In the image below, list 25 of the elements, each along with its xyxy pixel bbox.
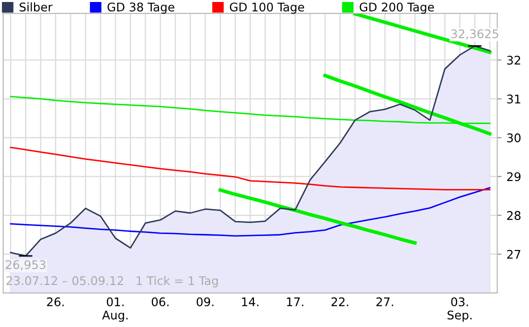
y-tick-label: 31 bbox=[507, 94, 520, 104]
legend-label: GD 100 Tage bbox=[230, 2, 304, 14]
x-tick-label: 14. bbox=[242, 298, 258, 306]
annotation: 32,3625 bbox=[451, 29, 498, 40]
x-tick-label: 26. bbox=[47, 297, 64, 306]
x-tick-label: 01. Aug. bbox=[102, 297, 128, 322]
x-tick-label: 27. bbox=[376, 297, 394, 306]
x-tick-label: 03. Sep. bbox=[448, 297, 472, 322]
line-series bbox=[218, 188, 417, 245]
legend-label: GD 38 Tage bbox=[108, 2, 174, 14]
y-tick-label: 28 bbox=[507, 211, 520, 220]
legend-label: Silber bbox=[20, 2, 53, 12]
y-tick-label: 27 bbox=[507, 250, 520, 259]
y-tick-label: 30 bbox=[507, 133, 521, 142]
y-tick-label: 32 bbox=[507, 56, 520, 65]
annotation: 26,953 bbox=[6, 260, 46, 270]
line-series bbox=[10, 187, 490, 237]
line-series bbox=[10, 146, 490, 190]
legend-label: GD 200 Tage bbox=[360, 2, 434, 14]
x-tick-label: 17. bbox=[287, 298, 304, 306]
x-tick-label: 06. bbox=[152, 297, 168, 306]
x-tick-label: 09. bbox=[196, 297, 214, 306]
y-tick-label: 29 bbox=[507, 172, 520, 182]
x-tick-label: 22. bbox=[332, 297, 348, 306]
annotation: 23.07.12 – 05.09.12 1 Tick = 1 Tag bbox=[6, 276, 218, 288]
